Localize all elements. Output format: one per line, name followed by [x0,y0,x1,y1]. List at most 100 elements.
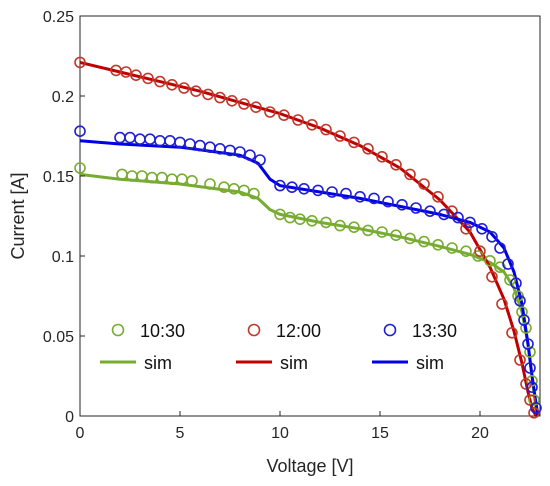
data-point-1200 [202,88,214,101]
data-point-1200 [432,191,444,203]
data-point-1030 [526,374,538,387]
x-tick-label: 15 [371,425,389,442]
data-point-1330 [510,277,522,290]
data-point-1030 [418,235,430,248]
legend-marker-1030 [111,323,125,337]
data-point-1030 [294,213,306,225]
data-point-1330 [514,294,526,307]
data-point-1200 [334,130,346,142]
legend-label-1200: 12:00 [276,321,321,341]
data-point-1200 [418,178,430,190]
data-point-1330 [524,362,536,374]
data-point-1030 [238,184,250,197]
data-point-1200 [486,270,498,283]
data-point-1030 [306,215,318,227]
data-point-1200 [496,298,508,310]
data-point-1200 [506,326,518,339]
data-point-1330 [494,242,506,254]
data-point-1200 [226,95,238,107]
data-point-1330 [234,146,246,158]
legend: 10:30 12:00 13:30 sim sim sim [100,321,457,373]
data-point-1330 [438,208,450,221]
data-point-1330 [502,258,514,270]
data-point-1200 [362,143,374,155]
data-point-1200 [404,168,416,181]
data-point-1330 [526,381,538,394]
data-point-1030 [524,346,536,358]
data-point-1330 [312,184,324,197]
data-point-1200 [520,378,532,390]
x-tick-label: 20 [471,425,489,442]
data-point-1330 [396,199,408,211]
data-point-1330 [274,179,286,192]
data-point-1030 [320,216,332,229]
data-point-1200 [214,91,226,104]
data-point-1200 [238,98,250,110]
data-point-1200 [130,69,142,81]
data-point-1030 [404,232,416,245]
data-point-1030 [446,242,458,254]
data-point-1330 [326,186,338,198]
data-point-1200 [320,123,332,136]
data-point-1200 [142,72,154,85]
data-point-1200 [348,136,360,149]
data-point-1330 [522,338,534,350]
data-point-1330 [74,125,86,137]
y-tick-label: 0.25 [43,9,74,26]
data-point-1330 [354,191,366,203]
data-point-1330 [476,223,488,235]
legend-marker-1330 [383,323,397,337]
data-point-1030 [334,219,346,232]
y-tick-label: 0.1 [52,249,74,266]
data-point-1030 [204,178,216,190]
data-point-1200 [376,151,388,163]
data-point-1030 [390,229,402,241]
data-point-1330 [530,402,542,414]
data-point-1030 [516,306,528,318]
data-point-1330 [340,187,352,200]
data-point-1200 [390,159,402,171]
data-point-1030 [274,208,286,221]
data-point-1330 [368,192,380,205]
data-point-1200 [306,119,318,131]
y-tick-label: 0.2 [52,89,74,106]
data-point-1030 [520,322,532,334]
measured-markers [74,56,542,419]
data-point-1030 [348,221,360,233]
data-point-1330 [452,211,464,224]
x-axis-label: Voltage [V] [266,456,353,476]
data-point-1030 [460,245,472,257]
data-point-1200 [250,101,262,113]
data-point-1030 [484,254,496,267]
data-point-1330 [286,181,298,193]
data-point-1330 [518,314,530,326]
data-point-1030 [432,239,444,251]
x-tick-label: 5 [176,425,185,442]
x-tick-label: 0 [76,425,85,442]
data-point-1030 [528,394,540,406]
data-point-1200 [154,75,166,88]
data-point-1330 [244,149,256,161]
data-point-1330 [254,154,266,166]
data-point-1330 [486,231,498,243]
legend-sim-label-1030: sim [144,353,172,373]
legend-sim-label-1330: sim [416,353,444,373]
legend-label-1330: 13:30 [412,321,457,341]
sim-line-1200 [79,60,538,417]
data-point-1200 [278,109,290,121]
data-point-1330 [424,205,436,217]
data-point-1030 [248,187,260,200]
data-point-1200 [166,79,178,91]
data-point-1030 [74,162,86,174]
data-point-1030 [376,226,388,238]
y-tick-label: 0 [65,409,74,426]
data-point-1200 [178,82,190,94]
y-axis-label: Current [A] [8,172,28,259]
data-point-1030 [504,274,516,286]
data-point-1030 [362,224,374,237]
data-point-1330 [464,216,476,229]
data-point-1200 [474,245,486,257]
data-point-1200 [292,114,304,126]
x-tick-label: 10 [271,425,289,442]
